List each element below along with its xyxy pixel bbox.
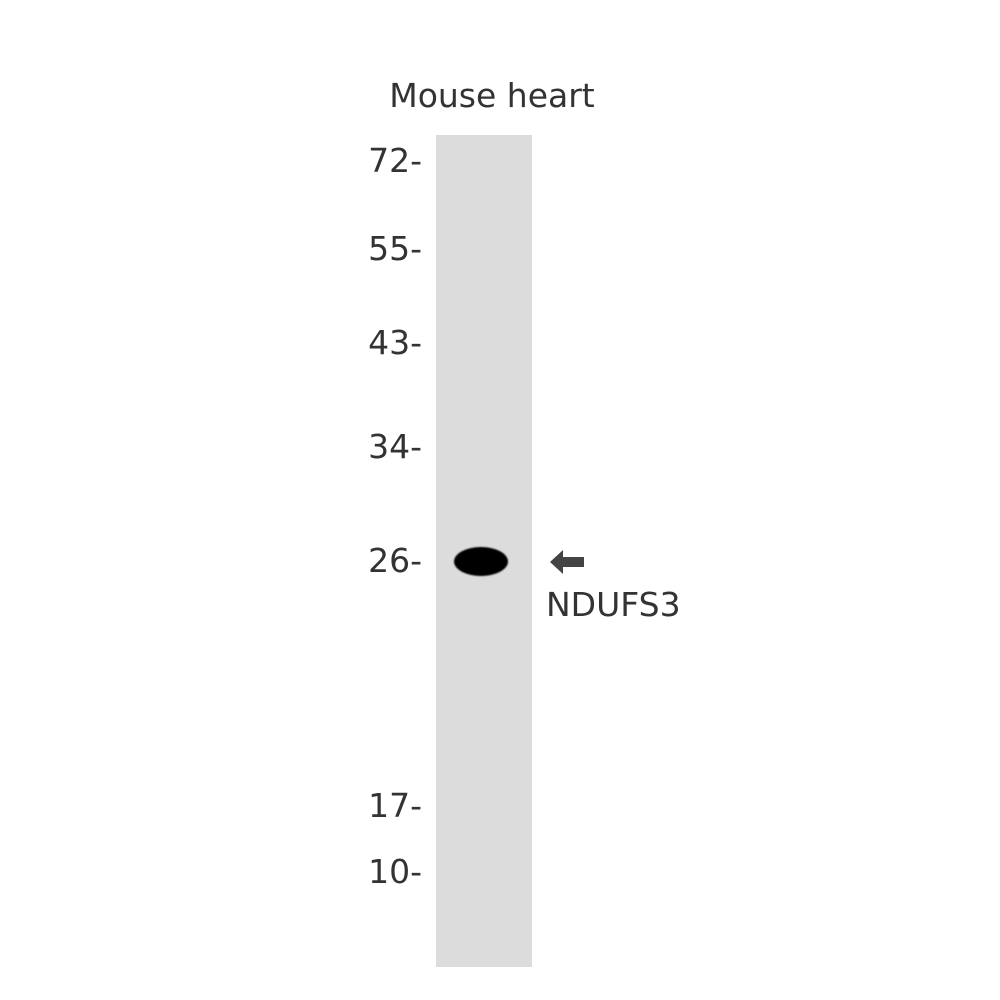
marker-55: 55-: [368, 229, 422, 268]
protein-band: [454, 547, 508, 576]
left-arrow-icon: [550, 550, 584, 574]
marker-72: 72-: [368, 141, 422, 180]
marker-17: 17-: [368, 786, 422, 825]
target-label: NDUFS3: [546, 585, 681, 624]
marker-26: 26-: [368, 541, 422, 580]
marker-10: 10-: [368, 852, 422, 891]
sample-label: Mouse heart: [389, 76, 595, 115]
marker-43: 43-: [368, 323, 422, 362]
marker-34: 34-: [368, 427, 422, 466]
